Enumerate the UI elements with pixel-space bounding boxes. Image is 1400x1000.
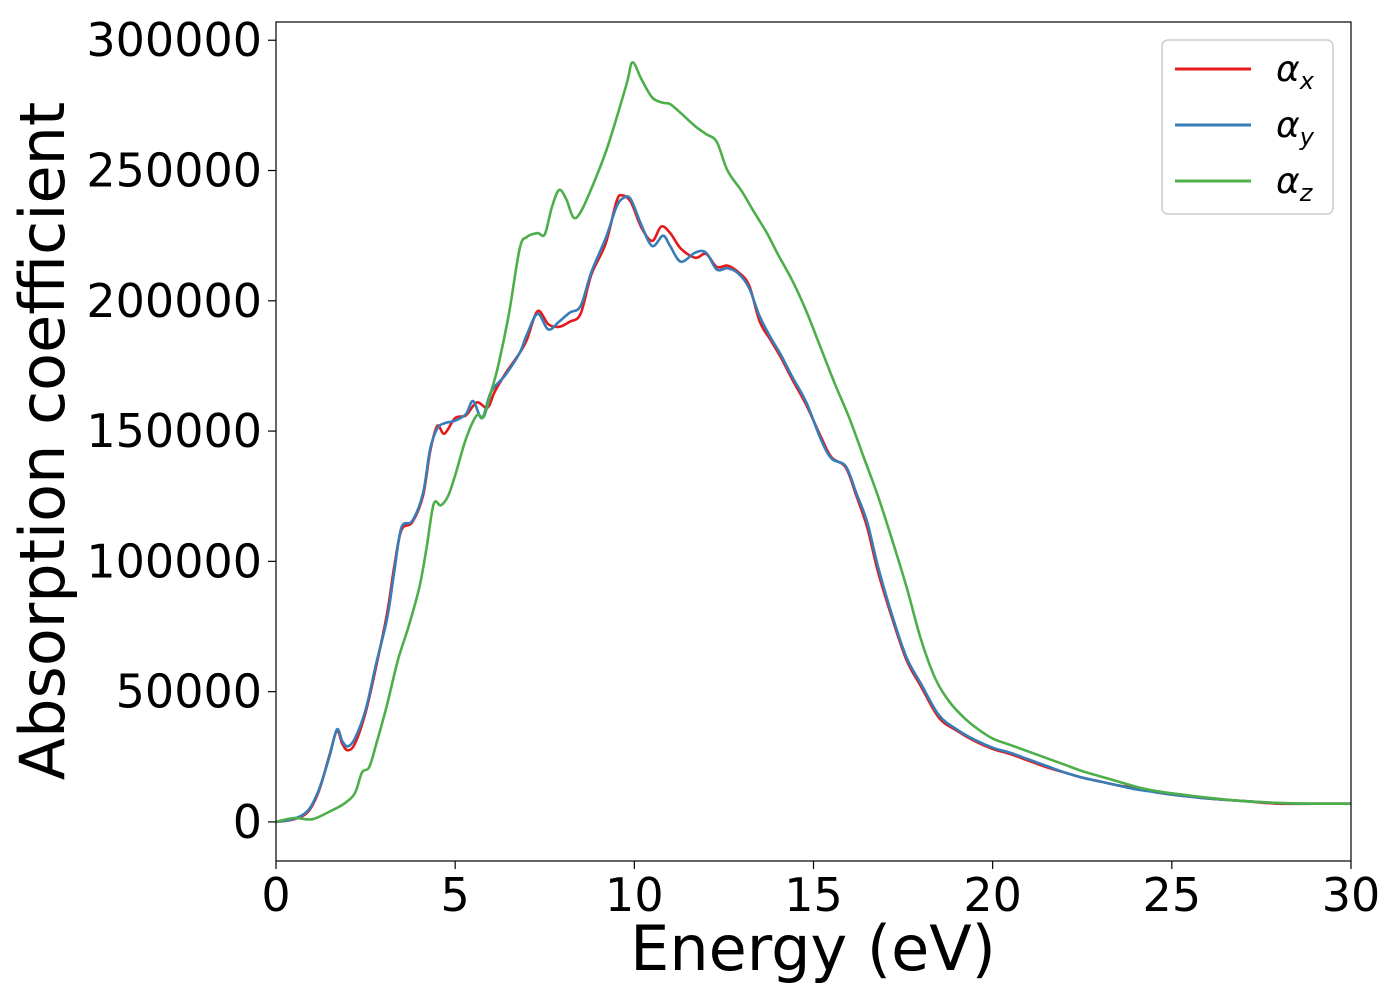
x-axis-title: Energy (eV) [630, 912, 996, 985]
x-tick-label: 30 [1322, 868, 1381, 922]
legend-label: αz [1276, 161, 1314, 207]
legend-label: αx [1276, 49, 1315, 95]
x-tick-label: 5 [441, 868, 470, 922]
legend-entry-alpha-z: αz [1175, 161, 1314, 207]
y-tick-label: 0 [233, 795, 262, 849]
legend-entry-alpha-x: αx [1175, 49, 1315, 95]
x-tick-label: 10 [605, 868, 664, 922]
y-tick-label: 150000 [86, 404, 262, 458]
series-line-alpha-z [276, 61, 1351, 824]
legend-entry-alpha-y: αy [1175, 105, 1315, 151]
x-tick-label: 15 [784, 868, 843, 922]
x-tick-label: 25 [1143, 868, 1202, 922]
y-tick-label: 100000 [86, 534, 262, 588]
y-tick-label: 250000 [86, 144, 262, 198]
y-tick-label: 200000 [86, 274, 262, 328]
legend-box [1161, 39, 1334, 215]
y-tick-label: 50000 [116, 665, 262, 719]
series-layer [276, 61, 1351, 824]
legend: αx αy αz [1161, 39, 1334, 215]
y-axis-title: Absorption coefficient [6, 102, 79, 781]
x-tick-label: 0 [261, 868, 290, 922]
y-axis: 0 50000 100000 150000 200000 250000 300000 [86, 13, 276, 849]
legend-label: αy [1276, 105, 1315, 151]
y-tick-label: 300000 [86, 13, 262, 67]
x-tick-label: 20 [963, 868, 1022, 922]
x-axis: 0 5 10 15 20 25 30 [261, 861, 1380, 922]
series-line-alpha-y [276, 195, 1351, 824]
series-line-alpha-x [276, 193, 1351, 824]
